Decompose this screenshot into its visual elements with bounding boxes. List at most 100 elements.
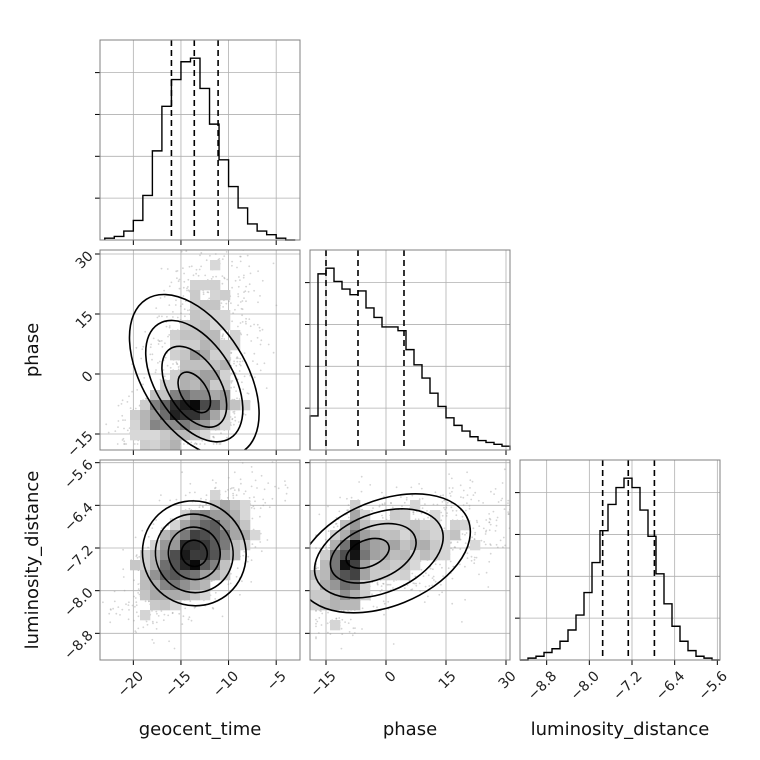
scatter-point (231, 264, 233, 267)
scatter-point (192, 274, 195, 277)
scatter-point (223, 276, 226, 279)
scatter-point (243, 352, 246, 354)
density-cell (180, 590, 191, 601)
scatter-point (116, 443, 119, 445)
scatter-point (231, 154, 233, 156)
scatter-point (232, 201, 234, 203)
scatter-point (214, 486, 217, 489)
scatter-point (531, 553, 533, 555)
scatter-point (476, 521, 479, 524)
density-cell (200, 310, 211, 321)
density-cell (200, 580, 211, 591)
density-cell (170, 380, 181, 391)
scatter-point (445, 515, 448, 517)
scatter-point (181, 623, 184, 625)
scatter-point (232, 487, 235, 489)
scatter-point (383, 503, 386, 506)
scatter-point (376, 583, 379, 586)
scatter-point (119, 614, 121, 616)
scatter-point (260, 339, 263, 342)
density-cell (140, 400, 151, 411)
scatter-point (175, 361, 178, 364)
scatter-point (188, 265, 191, 268)
scatter-point (420, 487, 423, 490)
scatter-point (158, 315, 161, 318)
histogram-phase (305, 249, 511, 455)
scatter-point (371, 593, 373, 596)
scatter-point (271, 461, 274, 463)
density-cell (160, 590, 171, 601)
density-cell (220, 570, 231, 581)
density-cell (170, 580, 181, 591)
scatter-point (205, 498, 207, 501)
density-cell (170, 430, 181, 441)
scatter-point (414, 518, 417, 521)
y-tick-label: 30 (73, 248, 97, 272)
scatter-point (195, 443, 198, 445)
scatter-point (188, 491, 191, 494)
scatter-point (156, 612, 158, 615)
y-tick-label: −8.8 (61, 628, 96, 663)
scatter-point (151, 353, 154, 356)
scatter-point (238, 489, 240, 492)
scatter-point (166, 315, 168, 318)
y-tick-label: −7.2 (61, 542, 96, 577)
scatter-point (461, 515, 464, 518)
scatter-point (148, 600, 150, 603)
scatter-point (381, 503, 384, 505)
scatter-point (161, 346, 164, 348)
scatter-point (144, 330, 147, 333)
scatter-point (507, 511, 510, 513)
density-cell (210, 410, 221, 421)
scatter-point (376, 606, 378, 609)
scatter-point (215, 275, 218, 278)
scatter-point (226, 436, 228, 439)
scatter-point (431, 577, 434, 579)
density-cell (170, 370, 181, 381)
scatter-point (177, 280, 180, 283)
scatter-point (391, 506, 394, 509)
density-cell (210, 260, 221, 271)
scatter-point (230, 380, 233, 382)
scatter-point (194, 442, 197, 444)
scatter-point (495, 524, 498, 527)
scatter-point (194, 491, 196, 494)
scatter-point (122, 419, 124, 421)
scatter-point (187, 618, 190, 621)
scatter-point (137, 588, 140, 590)
scatter-point (237, 285, 240, 288)
scatter-point (259, 515, 261, 518)
density-cell (210, 280, 221, 291)
density-cell (140, 570, 151, 581)
scatter-point (182, 615, 185, 618)
scatter-point (247, 290, 250, 293)
density-cell (190, 530, 201, 541)
density-cell (210, 490, 221, 501)
scatter-point (137, 592, 140, 594)
density-cell (210, 570, 221, 581)
scatter-point (507, 513, 510, 515)
scatter-point (225, 302, 228, 305)
scatter-point (348, 631, 351, 633)
scatter-point (125, 443, 128, 445)
scatter-point (315, 567, 317, 570)
scatter-point (122, 548, 124, 551)
density-cell (200, 590, 211, 601)
scatter-point (492, 510, 495, 513)
scatter-point (246, 333, 249, 336)
scatter-point (214, 598, 217, 600)
scatter-point (361, 607, 364, 610)
density-cell (190, 410, 201, 421)
scatter-point (376, 582, 379, 585)
scatter-point (315, 625, 317, 628)
scatter-point (201, 505, 204, 508)
density-cell (180, 340, 191, 351)
density-cell (150, 600, 161, 611)
scatter-point (526, 507, 528, 509)
scatter-point (208, 297, 211, 300)
density-cell (200, 530, 211, 541)
scatter-point (199, 254, 201, 257)
scatter-point (241, 381, 243, 384)
scatter-point (166, 364, 169, 367)
scatter-point (135, 555, 138, 557)
